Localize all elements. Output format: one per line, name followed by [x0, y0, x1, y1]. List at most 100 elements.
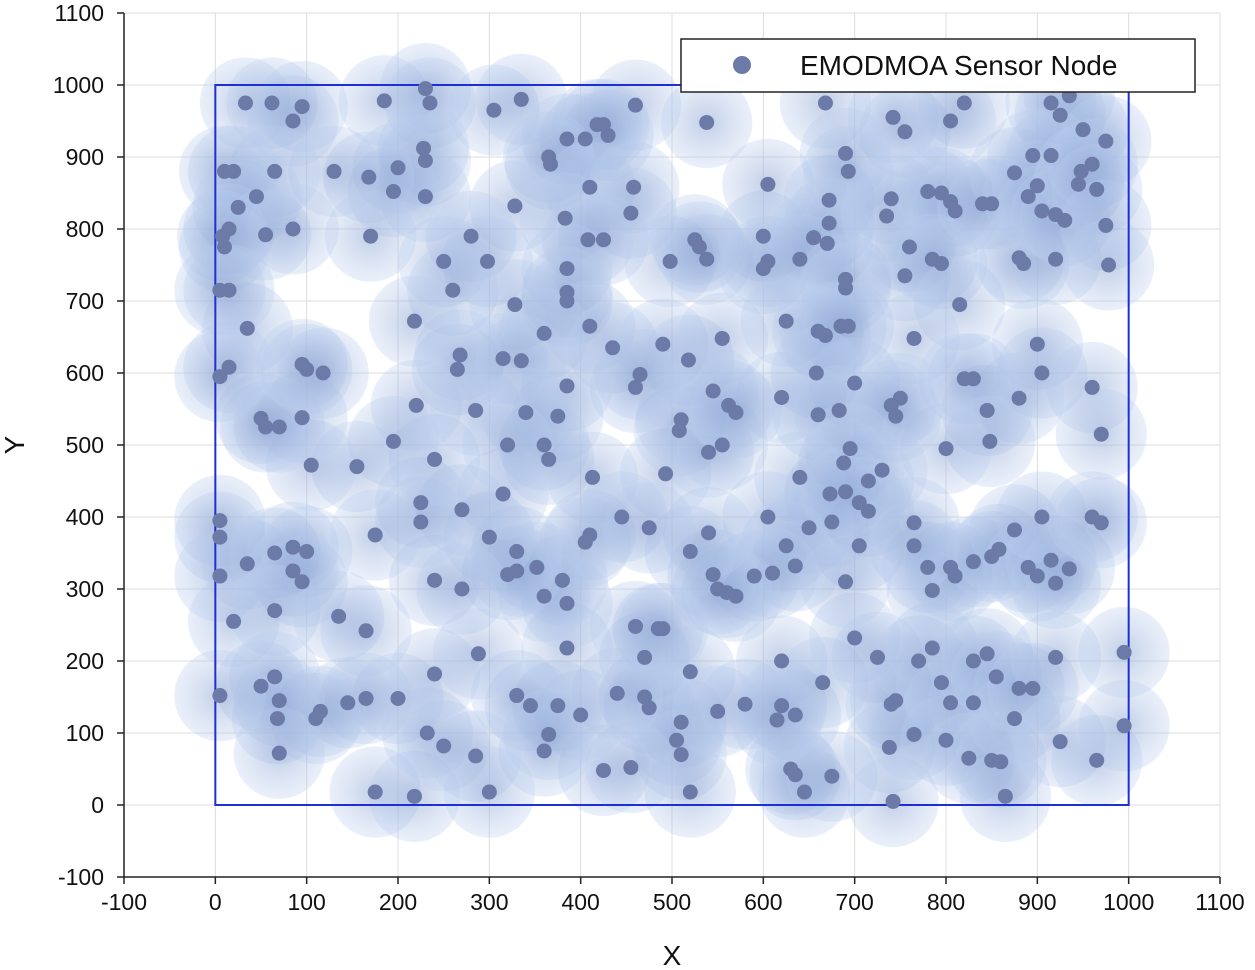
sensor-node-point	[580, 232, 596, 248]
sensor-node-point	[787, 767, 803, 783]
sensor-node-point	[212, 369, 228, 385]
sensor-node-point	[796, 784, 812, 800]
sensor-node-point	[427, 451, 443, 467]
sensor-node-point	[417, 153, 433, 169]
sensor-node-point	[906, 330, 922, 346]
sensor-node-point	[1089, 752, 1105, 768]
sensor-node-point	[468, 748, 484, 764]
sensor-node-point	[267, 603, 283, 619]
sensor-node-point	[226, 613, 242, 629]
sensor-node-point	[764, 565, 780, 581]
sensor-node-point	[840, 163, 856, 179]
sensor-node-point	[714, 330, 730, 346]
sensor-node-point	[559, 293, 575, 309]
sensor-node-point	[559, 640, 575, 656]
sensor-node-point	[1070, 176, 1086, 192]
sensor-node-point	[979, 402, 995, 418]
sensor-node-point	[221, 282, 237, 298]
sensor-node-point	[331, 608, 347, 624]
sensor-node-point	[1034, 509, 1050, 525]
sensor-node-point	[248, 189, 264, 205]
sensor-node-point	[870, 649, 885, 665]
sensor-node-point	[851, 538, 867, 554]
y-tick-label: 0	[91, 792, 104, 818]
sensor-node-point	[605, 340, 621, 356]
x-tick-label: 400	[561, 889, 599, 915]
sensor-node-point	[997, 788, 1013, 804]
sensor-node-point	[582, 179, 598, 195]
sensor-node-point	[1093, 515, 1109, 531]
sensor-node-point	[582, 318, 598, 334]
sensor-node-point	[554, 572, 570, 588]
sensor-node-point	[924, 640, 940, 656]
sensor-node-point	[299, 361, 315, 377]
sensor-node-point	[267, 669, 283, 685]
coverage-areas	[174, 42, 1170, 848]
sensor-node-point	[1016, 256, 1032, 272]
sensor-node-point	[632, 366, 648, 382]
sensor-node-point	[815, 675, 831, 691]
x-tick-label: 1000	[1103, 889, 1154, 915]
sensor-node-point	[952, 297, 968, 313]
sensor-node-point	[1098, 133, 1114, 149]
x-tick-label: 200	[379, 889, 417, 915]
sensor-node-point	[906, 726, 922, 742]
sensor-node-point	[509, 544, 525, 560]
sensor-node-point	[637, 649, 653, 665]
x-tick-label: 700	[835, 889, 873, 915]
sensor-node-point	[495, 351, 511, 367]
sensor-node-point	[436, 253, 452, 269]
sensor-node-point	[1034, 203, 1050, 219]
sensor-node-point	[699, 251, 715, 267]
sensor-node-point	[577, 534, 593, 550]
sensor-node-point	[417, 189, 433, 205]
sensor-node-point	[1048, 649, 1064, 665]
sensor-node-point	[728, 405, 744, 421]
sensor-node-point	[541, 451, 557, 467]
sensor-node-point	[897, 124, 913, 140]
sensor-node-point	[417, 81, 433, 97]
sensor-node-point	[481, 529, 497, 545]
sensor-node-point	[885, 109, 901, 125]
sensor-node-point	[774, 698, 790, 714]
sensor-node-point	[536, 588, 552, 604]
sensor-node-point	[801, 520, 817, 536]
sensor-node-point	[449, 361, 465, 377]
sensor-node-point	[495, 486, 511, 502]
sensor-node-point	[550, 698, 566, 714]
sensor-node-point	[480, 253, 496, 269]
sensor-node-point	[573, 707, 589, 723]
sensor-node-point	[965, 653, 981, 669]
sensor-node-point	[824, 768, 840, 784]
sensor-node-point	[285, 539, 301, 555]
sensor-node-point	[258, 419, 274, 435]
sensor-node-point	[285, 113, 301, 129]
sensor-node-point	[627, 97, 643, 113]
sensor-node-point	[901, 239, 917, 255]
sensor-node-point	[536, 437, 552, 453]
x-tick-label: 500	[653, 889, 691, 915]
sensor-node-point	[710, 581, 726, 597]
legend: EMODMOA Sensor Node	[680, 38, 1196, 93]
sensor-node-point	[714, 437, 730, 453]
y-tick-label: 900	[66, 144, 104, 170]
sensor-nodes	[212, 81, 1132, 809]
sensor-node-point	[1052, 734, 1068, 750]
legend-marker	[733, 56, 751, 74]
x-tick-label: 300	[470, 889, 508, 915]
sensor-node-point	[680, 352, 696, 368]
sensor-node-point	[682, 664, 698, 680]
x-axis-title: X	[663, 940, 682, 970]
sensor-node-point	[509, 688, 525, 704]
sensor-node-point	[294, 99, 310, 115]
sensor-node-point	[1093, 426, 1109, 442]
sensor-node-point	[507, 198, 523, 214]
sensor-node-point	[559, 595, 575, 611]
sensor-node-point	[1007, 165, 1022, 181]
sensor-node-point	[778, 538, 794, 554]
sensor-node-point	[838, 574, 854, 590]
y-tick-label: 600	[66, 360, 104, 386]
sensor-node-point	[212, 688, 228, 704]
sensor-node-point	[792, 469, 808, 485]
